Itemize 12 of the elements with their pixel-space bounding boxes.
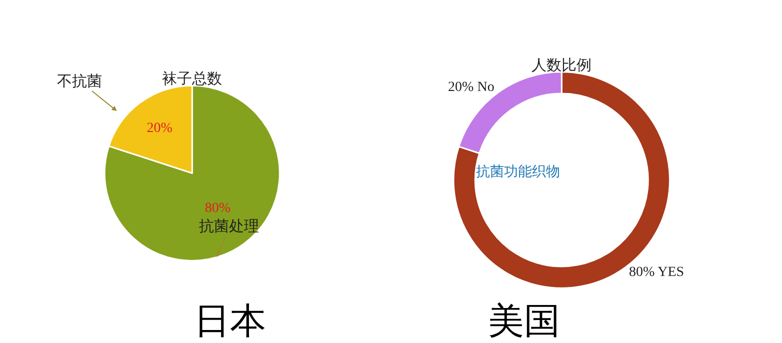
text: 日本 [194, 301, 266, 341]
slice-label: 不抗菌 [57, 73, 102, 90]
data-label: 20% [146, 121, 173, 136]
slice-label: 80% YES [628, 264, 684, 280]
chart-title: 袜子总数 [162, 70, 222, 88]
chart-title: 人数比例 [532, 56, 592, 74]
slice-label: 20% No [448, 80, 494, 96]
text: 抗菌功能织物 [476, 164, 560, 180]
slice-label: 抗菌处理 [199, 218, 259, 235]
pie-slice [104, 84, 280, 262]
data-label: 80% [204, 201, 231, 216]
text: 美国 [488, 301, 560, 341]
